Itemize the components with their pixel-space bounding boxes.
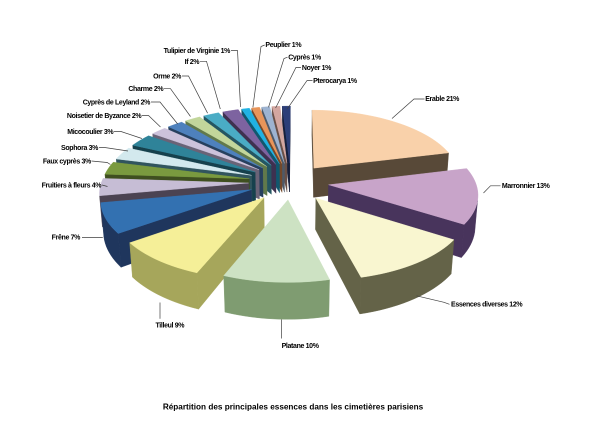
- svg-text:Frêne 7%: Frêne 7%: [52, 235, 81, 242]
- svg-text:Cyprès 1%: Cyprès 1%: [288, 55, 322, 62]
- svg-text:Orme 2%: Orme 2%: [153, 74, 182, 81]
- svg-text:Noisetier de Byzance 2%: Noisetier de Byzance 2%: [67, 113, 143, 120]
- svg-text:Tulipier de Virginie 1%: Tulipier de Virginie 1%: [164, 48, 232, 55]
- svg-text:Cyprès de Leyland 2%: Cyprès de Leyland 2%: [83, 100, 151, 107]
- svg-text:Noyer 1%: Noyer 1%: [302, 65, 332, 72]
- svg-text:Pterocarya 1%: Pterocarya 1%: [313, 78, 358, 85]
- svg-text:Faux cyprès 3%: Faux cyprès 3%: [43, 159, 92, 166]
- svg-text:Sophora 3%: Sophora 3%: [61, 145, 99, 152]
- svg-text:If 2%: If 2%: [185, 59, 201, 66]
- svg-text:Essences diverses 12%: Essences diverses 12%: [451, 301, 523, 308]
- svg-text:Charme 2%: Charme 2%: [128, 86, 164, 93]
- svg-text:Fruitiers à fleurs 4%: Fruitiers à fleurs 4%: [42, 183, 103, 190]
- svg-text:Tilleul 9%: Tilleul 9%: [156, 322, 186, 329]
- svg-text:Erable 21%: Erable 21%: [425, 96, 460, 103]
- svg-text:Répartition des principales es: Répartition des principales essences dan…: [163, 403, 424, 412]
- svg-text:Peuplier 1%: Peuplier 1%: [265, 42, 302, 49]
- svg-text:Platane 10%: Platane 10%: [282, 343, 320, 350]
- svg-text:Marronnier 13%: Marronnier 13%: [502, 183, 551, 190]
- svg-text:Micocoulier 3%: Micocoulier 3%: [67, 129, 114, 136]
